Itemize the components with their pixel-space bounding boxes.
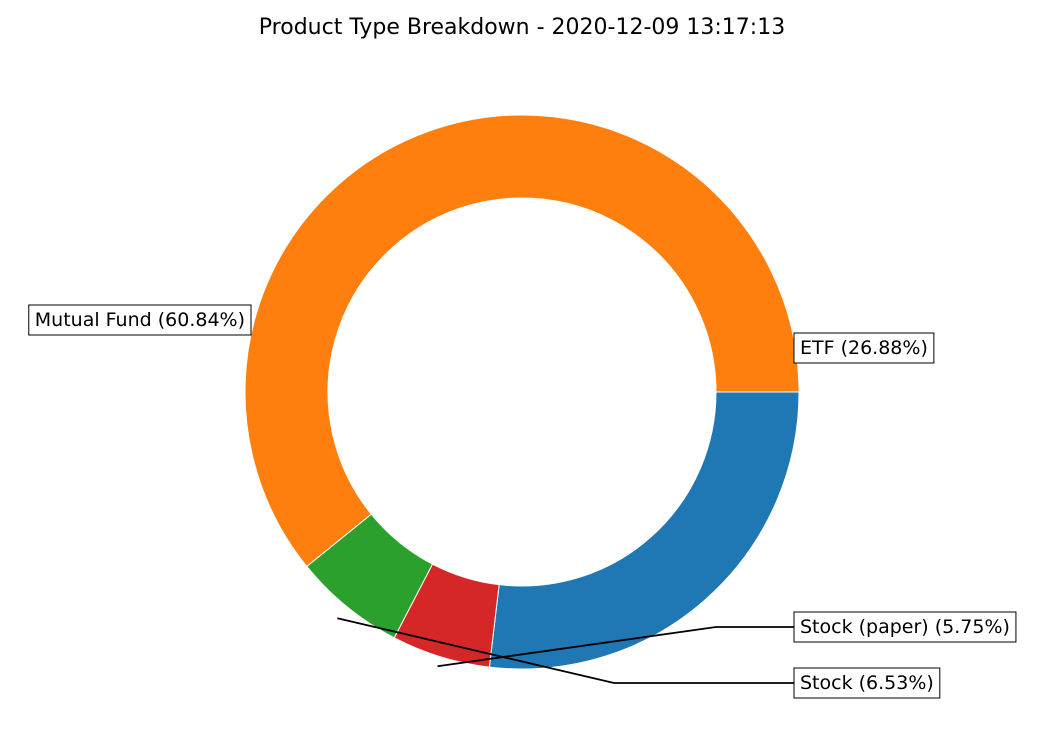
label-etf: ETF (26.88%) (800, 337, 928, 359)
chart-title: Product Type Breakdown - 2020-12-09 13:1… (259, 15, 785, 40)
label-stock: Stock (6.53%) (800, 672, 934, 694)
slice-mutual-fund (244, 114, 800, 568)
label-box-stock (793, 667, 941, 699)
leader-line-stock-paper (437, 626, 794, 668)
slice-etf (488, 391, 800, 670)
label-box-mutual-fund (28, 304, 252, 336)
leader-line-stock (337, 617, 794, 684)
label-box-etf (793, 332, 935, 364)
label-mutual-fund: Mutual Fund (60.84%) (35, 309, 245, 331)
callouts-group: ETF (26.88%) Stock (paper) (5.75%) Stock (… (28, 304, 1017, 699)
label-stock-paper: Stock (paper) (5.75%) (800, 616, 1010, 638)
label-box-stock-paper (793, 611, 1017, 643)
slices-group (244, 114, 800, 670)
